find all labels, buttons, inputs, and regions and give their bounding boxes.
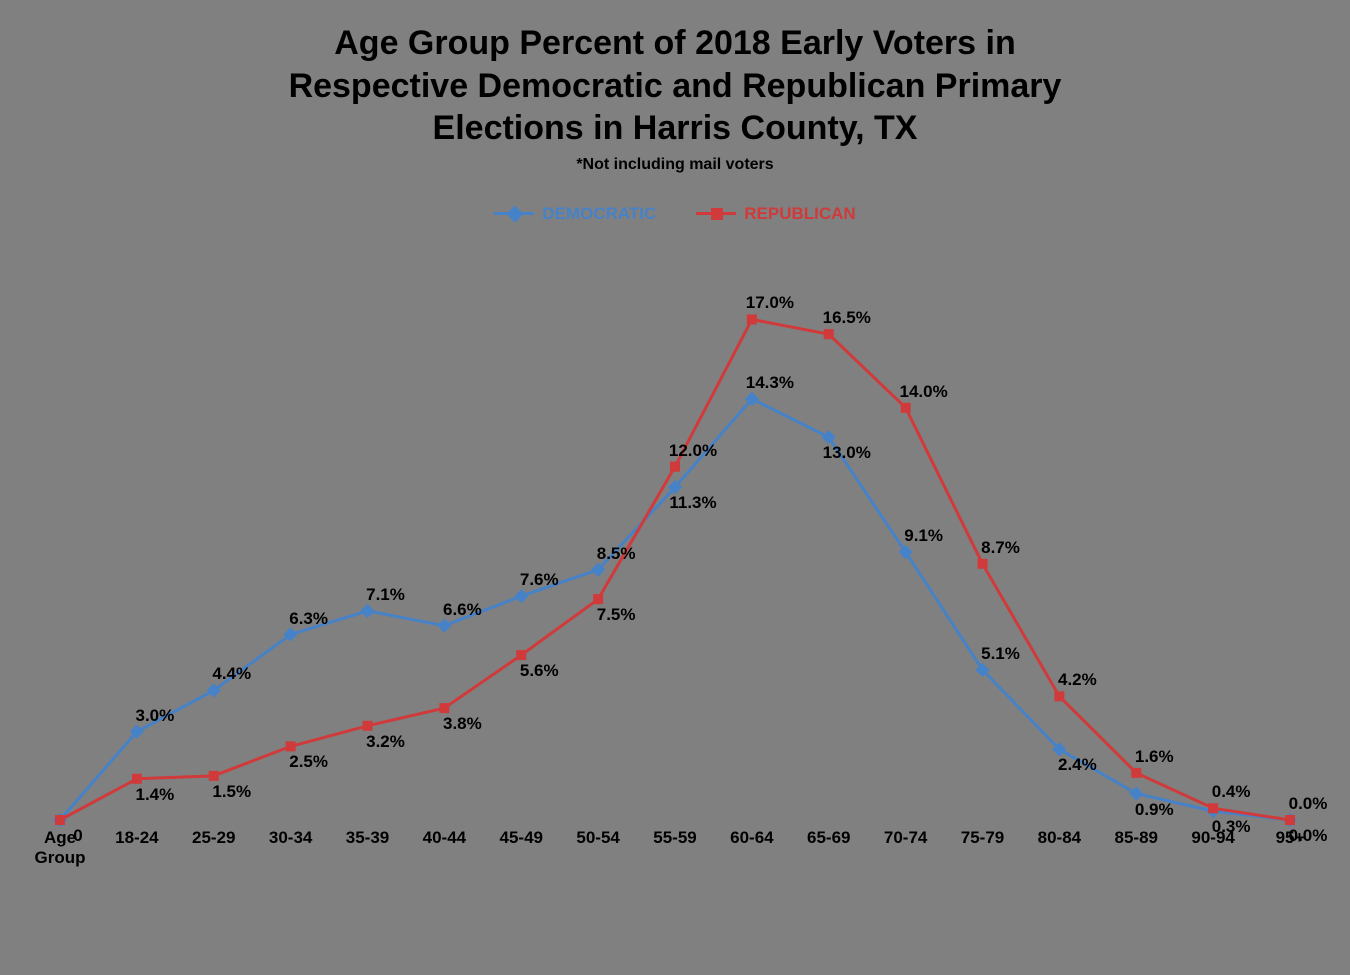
data-label: 6.3% — [289, 609, 328, 629]
data-marker — [901, 403, 910, 412]
data-label: 14.0% — [900, 382, 948, 402]
data-label: 6.6% — [443, 600, 482, 620]
data-label: 9.1% — [904, 526, 943, 546]
data-marker — [132, 774, 141, 783]
data-marker — [209, 771, 218, 780]
data-marker — [1132, 768, 1141, 777]
legend-line-icon — [494, 212, 534, 215]
legend-line-icon — [696, 212, 736, 215]
chart-title: Age Group Percent of 2018 Early Voters i… — [0, 0, 1350, 150]
data-label: 2.4% — [1058, 755, 1097, 775]
data-label: 2.5% — [289, 752, 328, 772]
data-marker — [1209, 804, 1218, 813]
data-label: 13.0% — [823, 443, 871, 463]
data-marker — [978, 559, 987, 568]
data-label: 17.0% — [746, 293, 794, 313]
x-axis-label: 70-74 — [884, 828, 927, 848]
chart-subtitle: *Not including mail voters — [0, 156, 1350, 174]
x-axis-label: 35-39 — [346, 828, 389, 848]
data-label: 8.5% — [597, 544, 636, 564]
data-label: 5.6% — [520, 661, 559, 681]
x-axis-label: 50-54 — [576, 828, 619, 848]
data-label: 1.4% — [136, 785, 175, 805]
diamond-marker-icon — [507, 206, 524, 223]
data-label: 3.0% — [136, 706, 175, 726]
x-axis-label: 55-59 — [653, 828, 696, 848]
data-label: 0.0% — [1289, 794, 1328, 814]
data-marker — [440, 704, 449, 713]
data-label: 12.0% — [669, 441, 717, 461]
data-label: 3.8% — [443, 714, 482, 734]
x-axis-label: 60-64 — [730, 828, 773, 848]
data-label: 7.6% — [520, 570, 559, 590]
x-axis-label: 85-89 — [1115, 828, 1158, 848]
legend-item: REPUBLICAN — [696, 204, 855, 224]
data-marker — [286, 742, 295, 751]
data-marker — [1286, 816, 1295, 825]
data-label: 14.3% — [746, 373, 794, 393]
data-marker — [824, 330, 833, 339]
square-marker-icon — [711, 208, 723, 220]
x-axis-label: 30-34 — [269, 828, 312, 848]
data-label: 0.4% — [1212, 782, 1251, 802]
plot-area: AgeGroup18-2425-2930-3435-3940-4445-4950… — [40, 280, 1310, 880]
data-marker — [438, 619, 451, 632]
data-marker — [747, 315, 756, 324]
data-label: 4.4% — [212, 664, 251, 684]
data-label: 3.2% — [366, 732, 405, 752]
legend: DEMOCRATIC REPUBLICAN — [0, 204, 1350, 224]
legend-label: REPUBLICAN — [744, 204, 855, 224]
data-marker — [671, 462, 680, 471]
data-label: 7.5% — [597, 605, 636, 625]
data-marker — [594, 595, 603, 604]
data-label: 16.5% — [823, 308, 871, 328]
title-line2: Respective Democratic and Republican Pri… — [289, 67, 1062, 105]
data-label: 11.3% — [669, 493, 716, 513]
x-axis-label: 40-44 — [423, 828, 466, 848]
data-label: 0.9% — [1135, 800, 1174, 820]
data-label: 5.1% — [981, 644, 1020, 664]
data-label: 4.2% — [1058, 670, 1097, 690]
chart-container: Age Group Percent of 2018 Early Voters i… — [0, 0, 1350, 975]
series-line — [60, 319, 1290, 820]
legend-item: DEMOCRATIC — [494, 204, 656, 224]
data-label: 0.0% — [1289, 826, 1328, 846]
legend-label: DEMOCRATIC — [542, 204, 656, 224]
title-line1: Age Group Percent of 2018 Early Voters i… — [334, 24, 1015, 62]
data-label: 8.7% — [981, 538, 1020, 558]
x-axis-label: 45-49 — [500, 828, 543, 848]
data-marker — [363, 721, 372, 730]
data-label: 0.3% — [1212, 817, 1251, 837]
data-marker — [361, 605, 374, 618]
data-marker — [1130, 787, 1143, 800]
data-marker — [517, 651, 526, 660]
x-axis-label: 80-84 — [1038, 828, 1081, 848]
x-axis-label: 25-29 — [192, 828, 235, 848]
data-label: 1.6% — [1135, 747, 1174, 767]
x-axis-label: 18-24 — [115, 828, 158, 848]
x-axis-label: 65-69 — [807, 828, 850, 848]
data-label: 1.5% — [212, 782, 251, 802]
data-label: 0 — [73, 826, 82, 846]
x-axis-label: 75-79 — [961, 828, 1004, 848]
title-line3: Elections in Harris County, TX — [433, 109, 918, 147]
data-marker — [1055, 692, 1064, 701]
data-marker — [56, 816, 65, 825]
data-marker — [515, 590, 528, 603]
data-label: 7.1% — [366, 585, 405, 605]
